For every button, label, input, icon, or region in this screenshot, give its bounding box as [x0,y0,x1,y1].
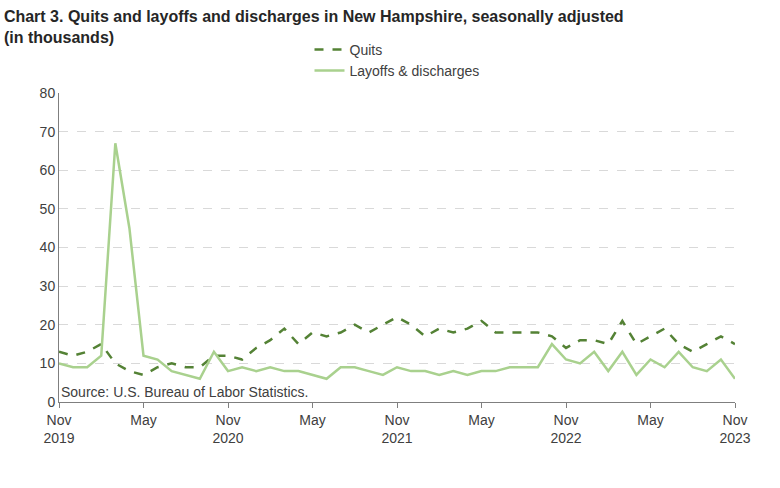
svg-text:Nov2022: Nov2022 [550,412,581,446]
svg-text:Nov2020: Nov2020 [212,412,243,446]
svg-text:80: 80 [40,85,56,101]
svg-text:May: May [637,412,663,428]
svg-text:Nov2019: Nov2019 [43,412,74,446]
svg-text:20: 20 [40,317,56,333]
svg-text:Nov2021: Nov2021 [381,412,412,446]
svg-text:70: 70 [40,124,56,140]
svg-text:40: 40 [40,239,56,255]
svg-text:10: 10 [40,355,56,371]
svg-text:60: 60 [40,162,56,178]
svg-text:50: 50 [40,201,56,217]
svg-text:0: 0 [47,394,55,410]
svg-text:May: May [130,412,156,428]
svg-text:May: May [299,412,325,428]
svg-text:Quits: Quits [350,42,383,58]
svg-text:Chart 3. Quits and layoffs and: Chart 3. Quits and layoffs and discharge… [4,8,624,46]
svg-text:Source: U.S. Bureau of Labor S: Source: U.S. Bureau of Labor Statistics. [61,384,308,400]
svg-text:Nov2023: Nov2023 [719,412,750,446]
svg-text:Layoffs & discharges: Layoffs & discharges [350,63,480,79]
svg-text:30: 30 [40,278,56,294]
svg-text:May: May [468,412,494,428]
